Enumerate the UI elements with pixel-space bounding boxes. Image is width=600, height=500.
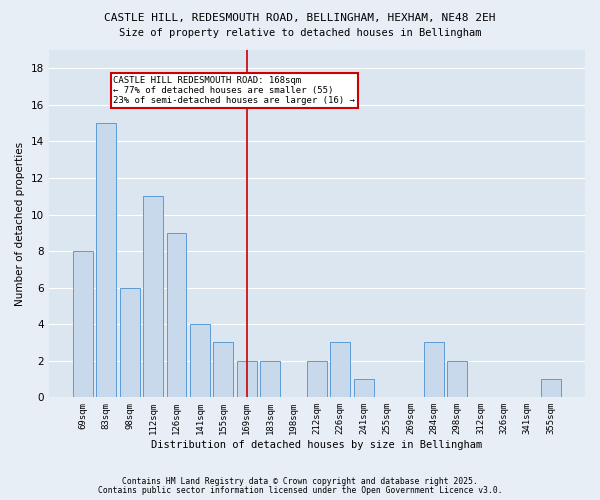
Text: CASTLE HILL REDESMOUTH ROAD: 168sqm
← 77% of detached houses are smaller (55)
23: CASTLE HILL REDESMOUTH ROAD: 168sqm ← 77…: [113, 76, 355, 106]
Bar: [237, 361, 257, 398]
Text: Size of property relative to detached houses in Bellingham: Size of property relative to detached ho…: [119, 28, 481, 38]
Text: CASTLE HILL, REDESMOUTH ROAD, BELLINGHAM, HEXHAM, NE48 2EH: CASTLE HILL, REDESMOUTH ROAD, BELLINGHAM…: [104, 12, 496, 22]
Bar: [260, 361, 280, 398]
Bar: [353, 379, 374, 398]
Bar: [214, 342, 233, 398]
Text: Contains public sector information licensed under the Open Government Licence v3: Contains public sector information licen…: [98, 486, 502, 495]
Bar: [143, 196, 163, 398]
Bar: [447, 361, 467, 398]
X-axis label: Distribution of detached houses by size in Bellingham: Distribution of detached houses by size …: [151, 440, 482, 450]
Bar: [120, 288, 140, 398]
Bar: [97, 123, 116, 398]
Y-axis label: Number of detached properties: Number of detached properties: [15, 142, 25, 306]
Bar: [73, 251, 93, 398]
Bar: [167, 233, 187, 398]
Bar: [307, 361, 327, 398]
Text: Contains HM Land Registry data © Crown copyright and database right 2025.: Contains HM Land Registry data © Crown c…: [122, 477, 478, 486]
Bar: [541, 379, 560, 398]
Bar: [330, 342, 350, 398]
Bar: [190, 324, 210, 398]
Bar: [424, 342, 443, 398]
